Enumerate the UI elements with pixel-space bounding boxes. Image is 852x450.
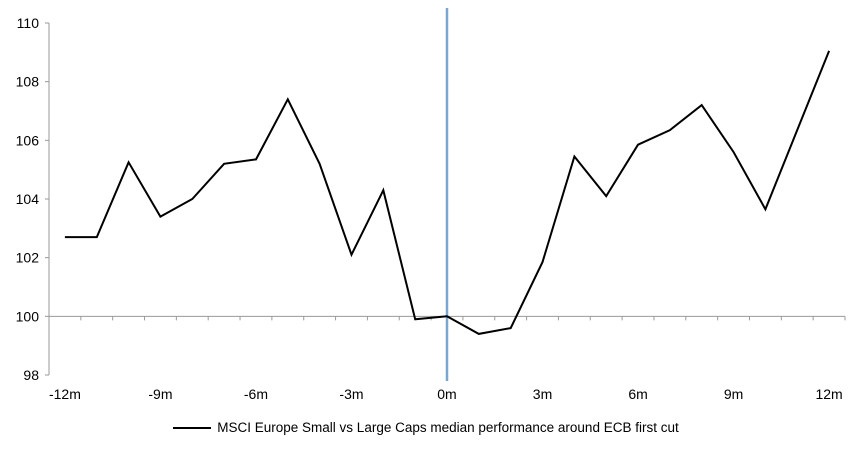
x-tick-label: -3m <box>339 386 363 402</box>
x-tick-label: -6m <box>244 386 268 402</box>
y-tick-label: 102 <box>16 250 40 266</box>
y-tick-label: 106 <box>16 132 40 148</box>
x-tick-label: 6m <box>628 386 647 402</box>
x-tick-label: 9m <box>724 386 743 402</box>
x-tick-label: 3m <box>533 386 552 402</box>
y-tick-label: 110 <box>17 15 40 31</box>
x-tick-label: 12m <box>815 386 842 402</box>
chart-legend: MSCI Europe Small vs Large Caps median p… <box>0 420 852 435</box>
legend-label: MSCI Europe Small vs Large Caps median p… <box>217 420 679 435</box>
x-tick-label: -9m <box>148 386 172 402</box>
y-tick-label: 104 <box>16 191 40 207</box>
y-tick-label: 100 <box>16 308 40 324</box>
legend-line-icon <box>173 426 212 429</box>
series-line <box>64 50 831 335</box>
y-tick-label: 98 <box>23 367 39 383</box>
x-tick-label: 0m <box>437 386 456 402</box>
y-tick-label: 108 <box>16 74 40 90</box>
x-tick-label: -12m <box>49 386 81 402</box>
